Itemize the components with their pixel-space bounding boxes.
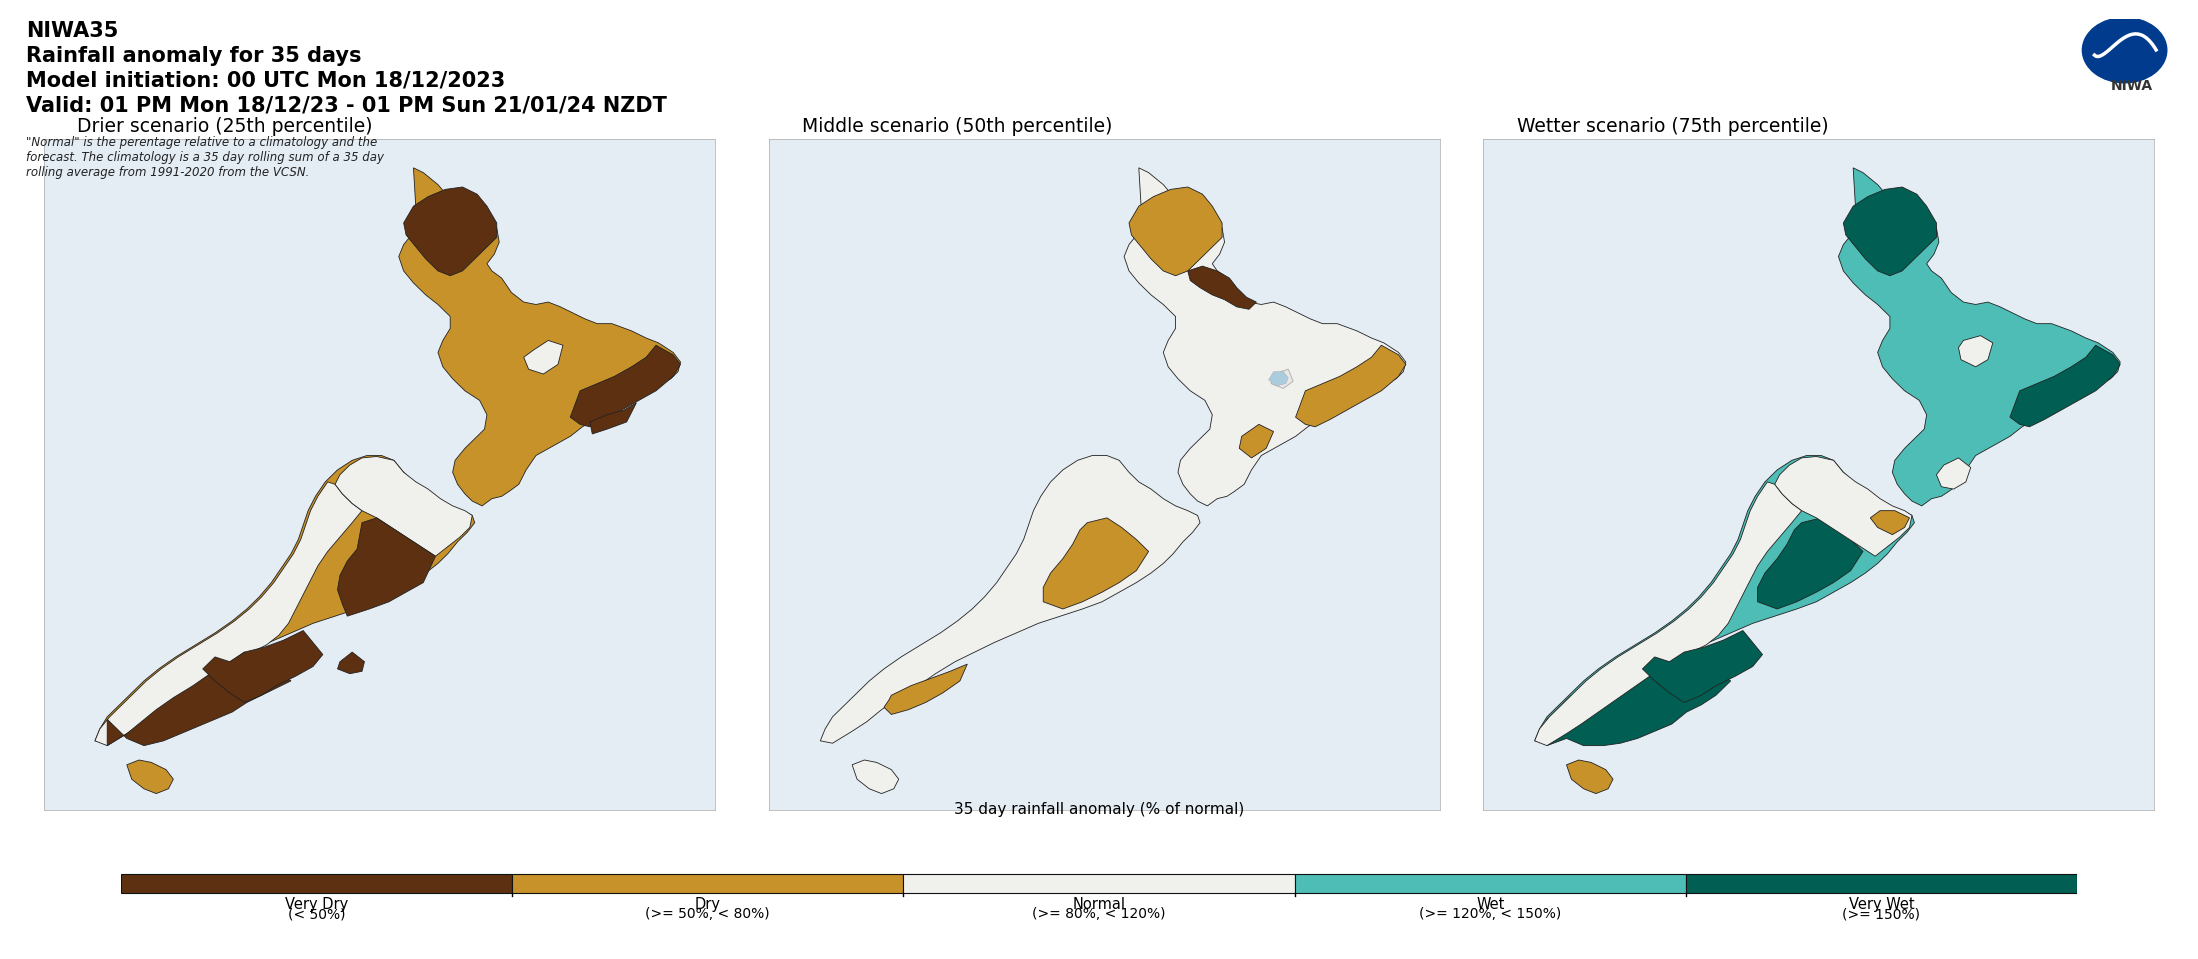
- Polygon shape: [2009, 345, 2121, 427]
- Text: NIWA: NIWA: [2110, 79, 2154, 92]
- Bar: [903, 874, 1295, 893]
- Polygon shape: [1936, 458, 1972, 489]
- Polygon shape: [1044, 518, 1150, 609]
- Polygon shape: [1123, 168, 1407, 506]
- Polygon shape: [1187, 267, 1257, 310]
- Text: Drier scenario (25th percentile): Drier scenario (25th percentile): [77, 117, 374, 136]
- Polygon shape: [404, 187, 497, 276]
- Polygon shape: [1130, 187, 1222, 276]
- Bar: [1295, 874, 1686, 893]
- Polygon shape: [589, 403, 637, 434]
- Text: Wet: Wet: [1477, 897, 1503, 912]
- Polygon shape: [884, 665, 967, 714]
- Polygon shape: [202, 631, 323, 702]
- Polygon shape: [523, 340, 563, 374]
- Text: Valid: 01 PM Mon 18/12/23 - 01 PM Sun 21/01/24 NZDT: Valid: 01 PM Mon 18/12/23 - 01 PM Sun 21…: [26, 96, 668, 116]
- Polygon shape: [1758, 518, 1864, 609]
- Text: Very Wet: Very Wet: [1849, 897, 1914, 912]
- Polygon shape: [95, 482, 363, 746]
- Polygon shape: [127, 760, 174, 794]
- Polygon shape: [338, 518, 435, 617]
- Polygon shape: [820, 456, 1200, 743]
- Polygon shape: [338, 652, 365, 674]
- Polygon shape: [1844, 187, 1936, 276]
- Polygon shape: [569, 345, 681, 427]
- Circle shape: [2082, 17, 2167, 82]
- Polygon shape: [108, 652, 290, 746]
- Polygon shape: [1870, 510, 1910, 535]
- Text: Normal: Normal: [1073, 897, 1125, 912]
- Text: (>= 150%): (>= 150%): [1842, 907, 1921, 922]
- Polygon shape: [1270, 369, 1292, 388]
- Text: Middle scenario (50th percentile): Middle scenario (50th percentile): [802, 117, 1112, 136]
- Polygon shape: [1534, 456, 1914, 743]
- Polygon shape: [1838, 168, 2121, 506]
- Polygon shape: [95, 456, 475, 743]
- Text: Dry: Dry: [695, 897, 721, 912]
- Text: Very Dry: Very Dry: [286, 897, 347, 912]
- Polygon shape: [1547, 652, 1730, 746]
- Text: NIWA35: NIWA35: [26, 21, 119, 41]
- Polygon shape: [334, 456, 473, 556]
- Text: 35 day rainfall anomaly (% of normal): 35 day rainfall anomaly (% of normal): [954, 802, 1244, 817]
- Bar: [121, 874, 512, 893]
- Polygon shape: [398, 168, 681, 506]
- Polygon shape: [1567, 760, 1613, 794]
- Text: Wetter scenario (75th percentile): Wetter scenario (75th percentile): [1517, 117, 1829, 136]
- Polygon shape: [1958, 336, 1994, 366]
- Polygon shape: [1295, 345, 1407, 427]
- Polygon shape: [1534, 482, 1802, 746]
- Text: (>= 80%, < 120%): (>= 80%, < 120%): [1033, 907, 1165, 922]
- Text: (< 50%): (< 50%): [288, 907, 345, 922]
- Text: (>= 50%, < 80%): (>= 50%, < 80%): [646, 907, 769, 922]
- Polygon shape: [1268, 372, 1288, 386]
- Text: (>= 120%, < 150%): (>= 120%, < 150%): [1420, 907, 1561, 922]
- Polygon shape: [1240, 425, 1273, 458]
- Text: "Normal" is the perentage relative to a climatology and the
forecast. The climat: "Normal" is the perentage relative to a …: [26, 136, 385, 179]
- Polygon shape: [1774, 456, 1912, 556]
- Text: Model initiation: 00 UTC Mon 18/12/2023: Model initiation: 00 UTC Mon 18/12/2023: [26, 71, 506, 91]
- Text: Rainfall anomaly for 35 days: Rainfall anomaly for 35 days: [26, 46, 363, 66]
- Polygon shape: [1642, 631, 1763, 702]
- Polygon shape: [853, 760, 899, 794]
- Bar: [512, 874, 903, 893]
- Bar: [1686, 874, 2077, 893]
